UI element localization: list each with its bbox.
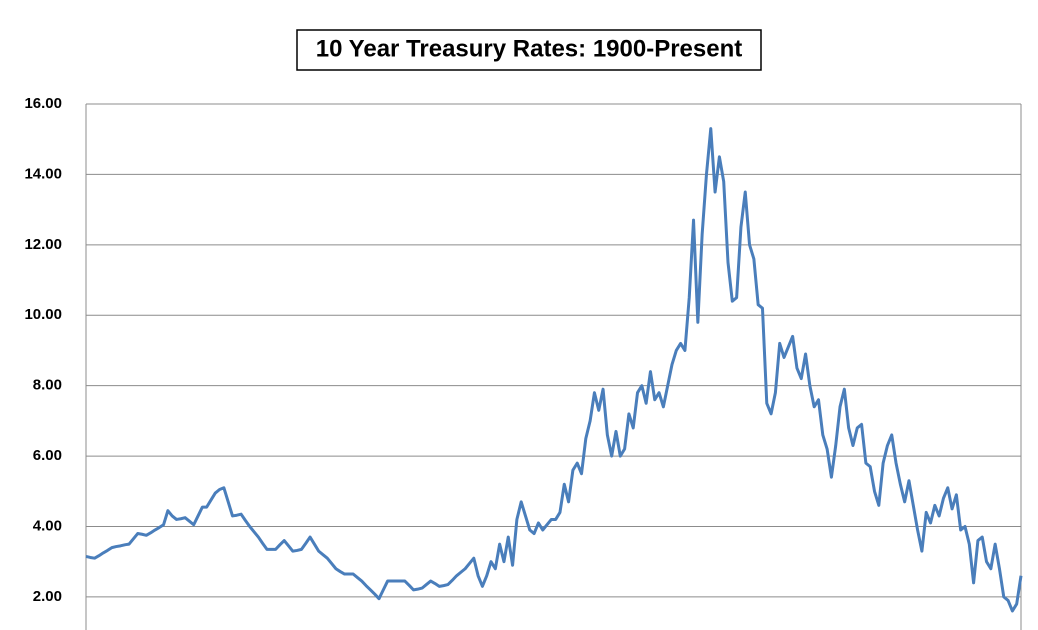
y-tick-label: 12.00 (24, 236, 62, 253)
y-tick-label: 6.00 (33, 447, 62, 464)
y-tick-label: 10.00 (24, 306, 62, 323)
y-tick-label: 16.00 (24, 95, 62, 112)
y-tick-label: 4.00 (33, 517, 62, 534)
y-tick-label: 8.00 (33, 377, 62, 394)
y-tick-label: 2.00 (33, 588, 62, 605)
data-line (85, 127, 1023, 613)
chart-title: 10 Year Treasury Rates: 1900-Present (316, 35, 743, 62)
title-box (296, 29, 762, 71)
y-tick-label: 14.00 (24, 165, 62, 182)
